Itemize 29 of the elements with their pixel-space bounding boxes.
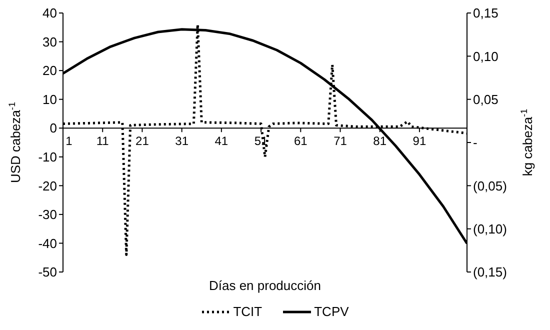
y-tick-label: -50 bbox=[38, 264, 57, 280]
x-tick-label: 71 bbox=[334, 134, 348, 148]
y2-tick-label: (0,10) bbox=[473, 221, 507, 236]
x-tick-label: 61 bbox=[294, 134, 308, 148]
y-tick-label: -10 bbox=[38, 150, 57, 165]
y-tick-label: -30 bbox=[38, 207, 57, 222]
y-tick-label: -20 bbox=[38, 178, 57, 194]
y2-tick-label: 0,05 bbox=[473, 92, 498, 107]
x-tick-label: 21 bbox=[136, 134, 150, 148]
legend-label: TCPV bbox=[314, 304, 349, 319]
x-tick-label: 91 bbox=[412, 134, 426, 148]
y-tick-label: 10 bbox=[42, 92, 57, 107]
x-tick-label: 81 bbox=[373, 134, 387, 148]
y-tick-label: 40 bbox=[42, 6, 57, 21]
y2-tick-label: 0,15 bbox=[473, 6, 498, 21]
legend-label: TCIT bbox=[233, 304, 262, 319]
y-tick-label: -40 bbox=[38, 236, 57, 251]
y-tick-label: 20 bbox=[42, 63, 57, 78]
x-tick-label: 41 bbox=[214, 134, 228, 148]
x-tick-label: 1 bbox=[66, 134, 73, 148]
x-tick-label: 31 bbox=[175, 134, 189, 148]
y-tick-label: 30 bbox=[42, 34, 57, 50]
y2-tick-label: (0,05) bbox=[473, 178, 507, 194]
y2-tick-label: (0,15) bbox=[473, 264, 507, 280]
x-axis-title: Días en producción bbox=[208, 278, 322, 293]
y-tick-label: 0 bbox=[50, 120, 57, 136]
y2-tick-label: - bbox=[473, 135, 478, 150]
x-tick-label: 11 bbox=[96, 134, 110, 148]
y2-tick-label: 0,10 bbox=[473, 48, 498, 64]
